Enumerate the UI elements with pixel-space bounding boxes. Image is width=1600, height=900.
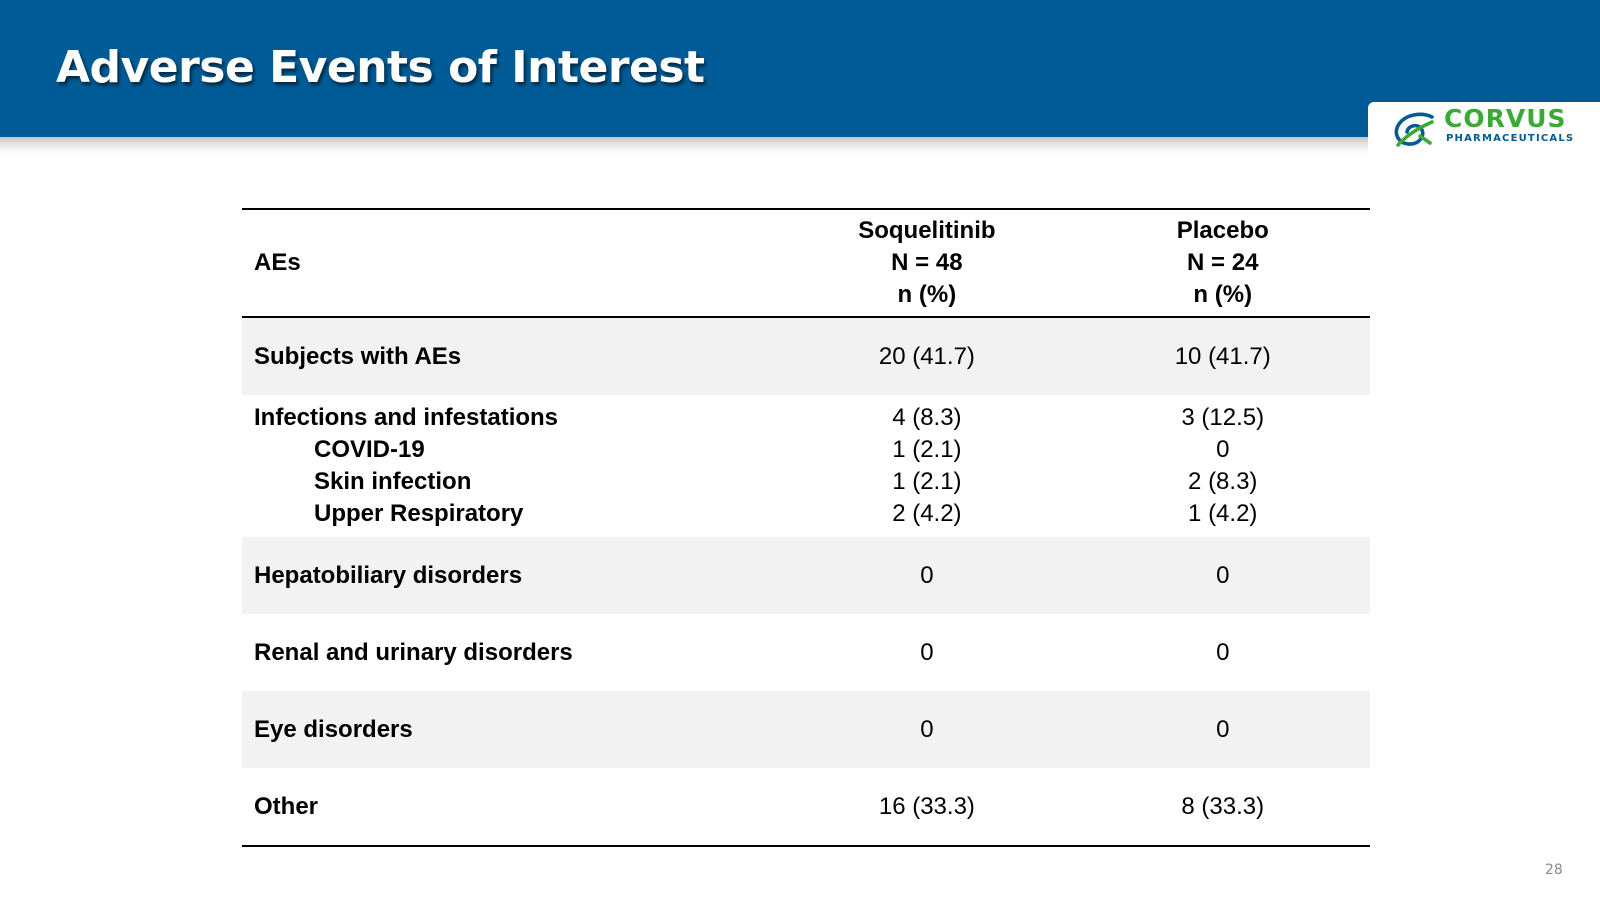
adverse-events-table: AEs Soquelitinib N = 48 n (%) Placebo N … xyxy=(242,208,1370,847)
header-ae: AEs xyxy=(254,249,301,276)
covid-label: COVID-19 xyxy=(314,436,425,463)
placebo-value: 3 (12.5) 0 2 (8.3) 1 (4.2) xyxy=(1075,395,1370,537)
header-band xyxy=(0,0,1600,137)
row-other: Other 16 (33.3) 8 (33.3) xyxy=(242,768,1370,846)
upper-respiratory-label: Upper Respiratory xyxy=(314,500,524,527)
header-drug-unit: n (%) xyxy=(897,281,957,308)
skin-infection-drug: 1 (2.1) xyxy=(892,468,962,495)
row-subjects-with-aes: Subjects with AEs 20 (41.7) 10 (41.7) xyxy=(242,317,1370,395)
corvus-logo-icon xyxy=(1394,112,1434,147)
row-label: Other xyxy=(254,792,319,820)
soquelitinib-value: 0 xyxy=(920,638,934,666)
row-label: Hepatobiliary disorders xyxy=(242,537,779,614)
infections-placebo: 3 (12.5) xyxy=(1181,404,1265,431)
header-placebo: Placebo N = 24 n (%) xyxy=(1075,209,1370,317)
row-label: Renal and urinary disorders xyxy=(254,638,573,666)
header-shadow xyxy=(0,137,1600,154)
header-placebo-n: N = 24 xyxy=(1187,249,1259,276)
placebo-value: 0 xyxy=(1075,537,1370,614)
placebo-value: 0 xyxy=(1075,691,1370,768)
row-label: Eye disorders xyxy=(242,691,779,768)
skin-infection-placebo: 2 (8.3) xyxy=(1188,468,1258,495)
row-eye: Eye disorders 0 0 xyxy=(242,691,1370,768)
upper-respiratory-placebo: 1 (4.2) xyxy=(1188,500,1258,527)
row-hepatobiliary: Hepatobiliary disorders 0 0 xyxy=(242,537,1370,614)
row-renal: Renal and urinary disorders 0 0 xyxy=(242,614,1370,691)
row-label: Infections and infestations COVID-19 Ski… xyxy=(242,395,778,537)
placebo-value: 8 (33.3) xyxy=(1181,792,1265,820)
page-number: 28 xyxy=(1545,862,1563,878)
company-logo: CORVUS PHARMACEUTICALS xyxy=(1368,102,1600,154)
soquelitinib-value: 20 (41.7) xyxy=(778,317,1076,395)
upper-respiratory-drug: 2 (4.2) xyxy=(892,500,962,527)
infections-label: Infections and infestations xyxy=(254,404,559,431)
row-infections: Infections and infestations COVID-19 Ski… xyxy=(242,395,1370,537)
covid-drug: 1 (2.1) xyxy=(892,436,962,463)
soquelitinib-value: 0 xyxy=(778,691,1076,768)
header-drug-name: Soquelitinib xyxy=(858,217,996,244)
skin-infection-label: Skin infection xyxy=(314,468,472,495)
logo-name: CORVUS xyxy=(1444,104,1567,133)
header-soquelitinib: Soquelitinib N = 48 n (%) xyxy=(778,209,1075,317)
soquelitinib-value: 4 (8.3) 1 (2.1) 1 (2.1) 2 (4.2) xyxy=(778,395,1075,537)
header-drug-n: N = 48 xyxy=(891,249,963,276)
table-header-row: AEs Soquelitinib N = 48 n (%) Placebo N … xyxy=(242,209,1370,317)
header-placebo-name: Placebo xyxy=(1176,217,1269,244)
soquelitinib-value: 0 xyxy=(778,537,1076,614)
row-label: Subjects with AEs xyxy=(242,317,779,395)
logo-subtitle: PHARMACEUTICALS xyxy=(1446,133,1575,144)
soquelitinib-value: 16 (33.3) xyxy=(878,792,975,820)
slide-title: Adverse Events of Interest xyxy=(56,42,705,93)
covid-placebo: 0 xyxy=(1216,436,1230,463)
placebo-value: 10 (41.7) xyxy=(1075,317,1370,395)
header-placebo-unit: n (%) xyxy=(1193,281,1253,308)
infections-drug: 4 (8.3) xyxy=(892,404,962,431)
placebo-value: 0 xyxy=(1216,638,1230,666)
